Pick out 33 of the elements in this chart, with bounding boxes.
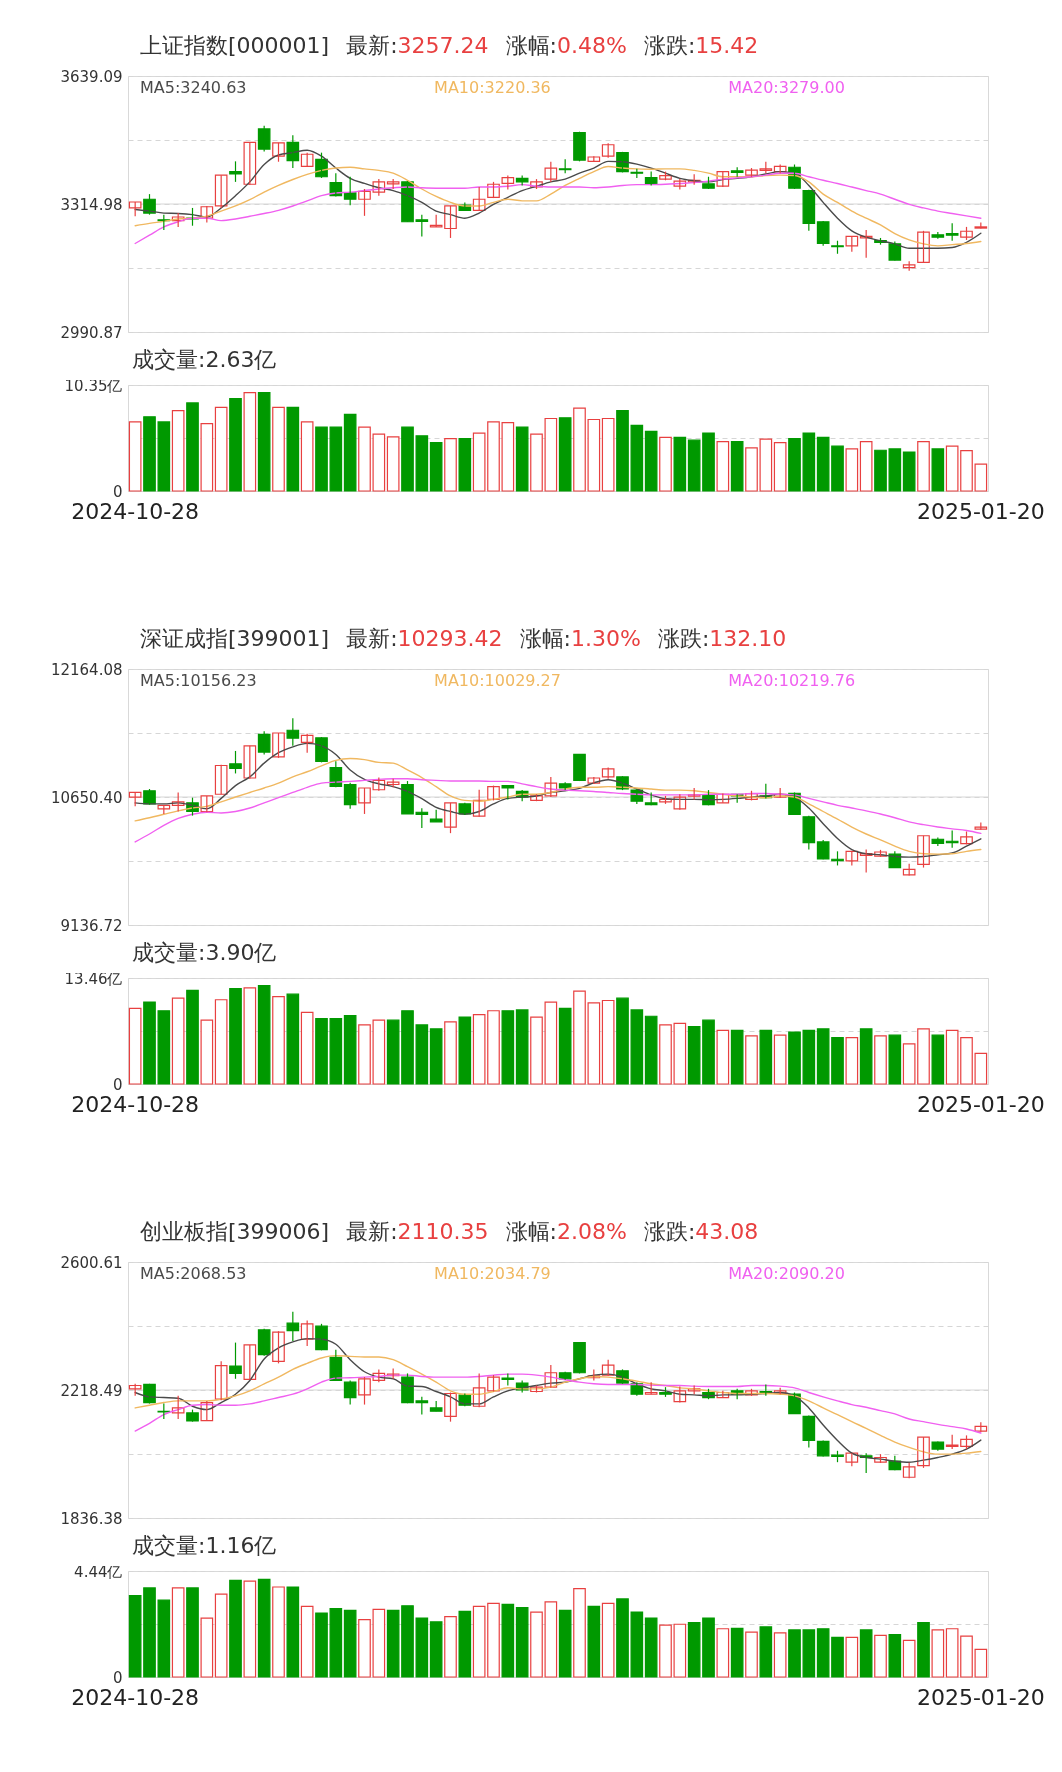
chart-title: 创业板指[399006] 最新:2110.35 涨幅:2.08% 涨跌:43.08	[140, 1219, 759, 1244]
text: MA5:2068.53	[140, 1264, 247, 1283]
y-tick-label: 3639.09	[60, 67, 123, 86]
text: MA10:3220.36	[434, 78, 551, 97]
chart-title: 成交量:1.16亿	[132, 1533, 277, 1558]
y-tick-label: 1836.38	[60, 1509, 123, 1528]
text: MA20:3279.00	[728, 78, 845, 97]
x-tick-label: 2024-10-28	[71, 498, 200, 524]
y-tick-label: 0	[112, 1668, 123, 1687]
y-tick-label: 0	[112, 1075, 123, 1094]
y-tick-label: 3314.98	[60, 195, 123, 214]
chart-title: 成交量:2.63亿	[132, 347, 277, 372]
y-tick-label: 2600.61	[60, 1253, 123, 1272]
text: MA5:3240.63	[140, 78, 247, 97]
y-tick-label: 12164.08	[50, 660, 123, 679]
text: MA20:10219.76	[728, 671, 856, 690]
y-tick-label: 10650.40	[50, 788, 123, 807]
x-tick-label: 2024-10-28	[71, 1091, 200, 1117]
x-tick-label: 2025-01-20	[916, 498, 1045, 524]
x-tick-label: 2025-01-20	[916, 1684, 1045, 1710]
y-tick-label: 2218.49	[60, 1381, 123, 1400]
chart-title: 深证成指[399001] 最新:10293.42 涨幅:1.30% 涨跌:132.10	[140, 626, 787, 651]
y-tick-label: 9136.72	[60, 916, 123, 935]
text: MA5:10156.23	[140, 671, 257, 690]
y-tick-label: 0	[112, 482, 123, 501]
chart-title: 成交量:3.90亿	[132, 940, 277, 965]
text: MA20:2090.20	[728, 1264, 845, 1283]
y-tick-label: 2990.87	[60, 323, 123, 342]
x-tick-label: 2024-10-28	[71, 1684, 200, 1710]
x-tick-label: 2025-01-20	[916, 1091, 1045, 1117]
text: MA10:10029.27	[434, 671, 561, 690]
chart-title: 上证指数[000001] 最新:3257.24 涨幅:0.48% 涨跌:15.42	[140, 33, 759, 58]
text: MA10:2034.79	[434, 1264, 551, 1283]
